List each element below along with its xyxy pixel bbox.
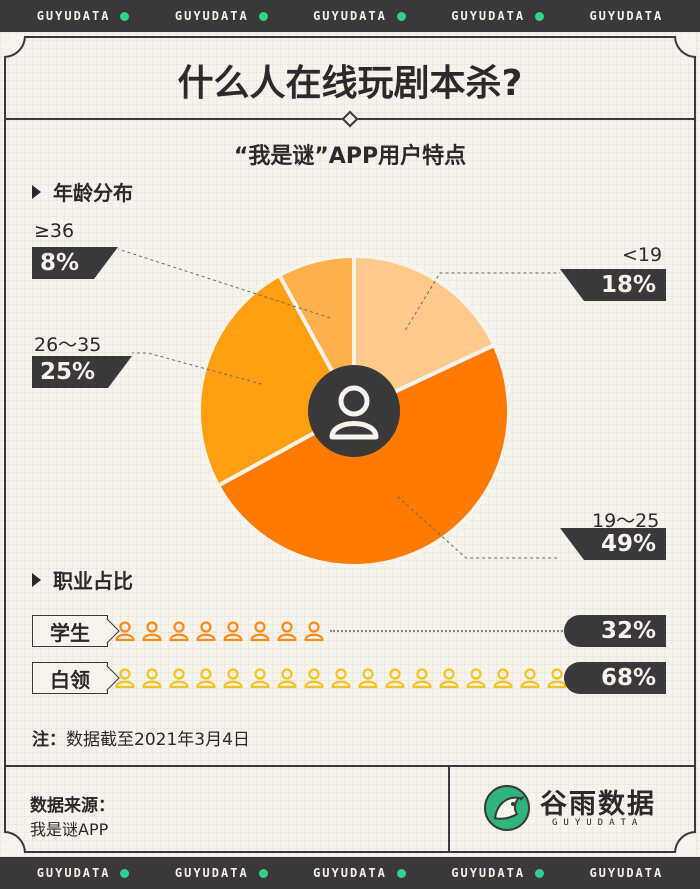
person-icon xyxy=(466,668,486,689)
logo-name-en: GUYUDATA xyxy=(552,818,644,828)
ribbon-word: GUYUDATA xyxy=(451,866,526,880)
occupation-section-heading: 职业占比 xyxy=(32,565,133,594)
age-value-under19: 18% xyxy=(560,269,666,301)
occupation-section-title: 职业占比 xyxy=(53,569,133,593)
student-dotted-leader xyxy=(330,630,570,632)
data-note: 注：数据截至2021年3月4日 xyxy=(32,725,250,750)
ribbon-dot xyxy=(120,868,130,878)
person-icon xyxy=(223,668,243,689)
footer-divider xyxy=(4,765,696,767)
ribbon-word: GUYUDATA xyxy=(36,9,111,23)
ribbon-word: GUYUDATA xyxy=(313,9,387,23)
age-section-title: 年龄分布 xyxy=(53,181,133,205)
person-icon xyxy=(493,668,513,689)
ribbon-dot xyxy=(258,11,268,21)
ribbon-dot xyxy=(120,11,130,21)
ribbon-dot xyxy=(258,868,268,878)
person-icon xyxy=(547,668,567,689)
ribbon-word: GUYUDATA xyxy=(589,866,664,880)
logo-name-cn: 谷雨数据 xyxy=(540,789,656,820)
whitecollar-label-text: 白领 xyxy=(50,667,90,692)
person-icon xyxy=(304,621,324,642)
person-icon xyxy=(277,668,297,689)
person-icon xyxy=(250,621,270,642)
student-label-text: 学生 xyxy=(50,620,90,645)
occupation-label-student: 学生 xyxy=(32,615,108,647)
age-label-19-25: 19～25 xyxy=(592,510,660,532)
person-icon xyxy=(115,668,135,689)
source-label: 数据来源： xyxy=(30,796,115,816)
whitecollar-people-row xyxy=(114,667,568,689)
occupation-value-whitecollar: 68% xyxy=(564,662,666,694)
person-icon xyxy=(412,668,432,689)
age-section-heading: 年龄分布 xyxy=(32,177,133,206)
infographic-panel: 什么人在线玩剧本杀? “我是谜”APP用户特点 年龄分布 ≥36 8% 26～3… xyxy=(0,32,700,857)
person-icon xyxy=(196,668,216,689)
person-icon xyxy=(196,621,216,642)
occupation-label-whitecollar: 白领 xyxy=(32,662,108,694)
person-icon xyxy=(223,621,243,642)
page-subtitle: “我是谜”APP用户特点 xyxy=(233,144,467,169)
ribbon-dot xyxy=(535,11,545,21)
occupation-value-student: 32% xyxy=(564,615,666,647)
ribbon-word: GUYUDATA xyxy=(174,9,249,23)
ribbon-dot xyxy=(396,868,406,878)
age-value-19-25: 49% xyxy=(560,528,666,560)
age-label-36plus: ≥36 xyxy=(34,220,75,242)
person-icon xyxy=(169,621,189,642)
person-icon xyxy=(358,668,378,689)
page-title: 什么人在线玩剧本杀? xyxy=(177,63,523,104)
ribbon-word: GUYUDATA xyxy=(451,9,526,23)
ribbon-dot xyxy=(396,11,406,21)
source-value: 我是谜APP xyxy=(30,820,109,839)
panel-frame xyxy=(4,36,696,853)
bottom-brand-ribbon: GUYUDATA GUYUDATA GUYUDATA GUYUDATA GUYU… xyxy=(0,857,700,889)
note-prefix: 注： xyxy=(32,730,66,750)
age-label-26-35: 26～35 xyxy=(34,334,102,356)
note-text: 数据截至2021年3月4日 xyxy=(66,730,250,750)
student-people-row xyxy=(114,620,325,642)
age-label-under19: <19 xyxy=(622,244,663,266)
triangle-bullet-icon xyxy=(32,572,41,587)
person-icon xyxy=(250,668,270,689)
ribbon-word: GUYUDATA xyxy=(589,9,664,23)
ribbon-dot xyxy=(535,868,545,878)
person-icon xyxy=(169,668,189,689)
footer-split-divider xyxy=(448,765,450,853)
triangle-bullet-icon xyxy=(32,184,41,199)
person-icon xyxy=(115,621,135,642)
bird-logo-icon xyxy=(484,785,530,831)
ribbon-word: GUYUDATA xyxy=(36,866,111,880)
ribbon-word: GUYUDATA xyxy=(174,866,249,880)
person-icon xyxy=(331,668,351,689)
person-icon xyxy=(142,621,162,642)
top-brand-ribbon: GUYUDATA GUYUDATA GUYUDATA GUYUDATA GUYU… xyxy=(0,0,700,32)
person-icon xyxy=(439,668,459,689)
person-icon xyxy=(385,668,405,689)
person-icon xyxy=(142,668,162,689)
person-icon xyxy=(277,621,297,642)
person-icon xyxy=(304,668,324,689)
person-icon xyxy=(520,668,540,689)
ribbon-word: GUYUDATA xyxy=(313,866,387,880)
